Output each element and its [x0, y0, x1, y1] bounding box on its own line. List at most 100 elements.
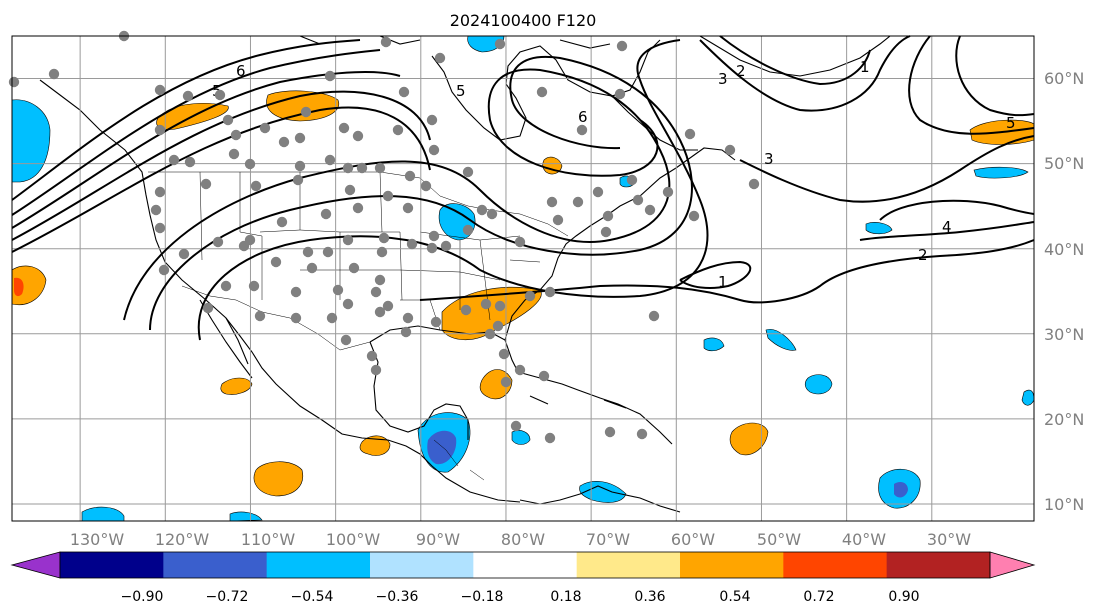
station-marker [430, 316, 442, 328]
colorbar-tick-labels: −0.90 −0.72 −0.54 −0.36 −0.18 0.18 0.36 … [121, 589, 920, 605]
station-marker [476, 204, 488, 216]
contour-line [11, 106, 431, 253]
station-marker [632, 194, 644, 206]
colorbar-extend-low [10, 551, 61, 579]
station-marker [324, 154, 336, 166]
lon-tick-label: 30°W [927, 530, 971, 549]
station-marker [150, 204, 162, 216]
contour-line [879, 199, 1035, 221]
colorbar-segment [576, 552, 681, 578]
station-marker [382, 190, 394, 202]
station-marker [626, 174, 638, 186]
contour-label: 3 [718, 70, 728, 88]
contour-label-group: 1 1 2 2 3 3 4 5 5 5 6 6 [212, 58, 1016, 291]
station-marker [340, 334, 352, 346]
station-marker [366, 350, 378, 362]
station-marker [344, 184, 356, 196]
contour-line [149, 55, 693, 331]
station-marker [300, 106, 312, 118]
station-marker [154, 186, 166, 198]
station-marker [602, 210, 614, 222]
station-marker [154, 84, 166, 96]
station-marker [342, 234, 354, 246]
station-marker [324, 70, 336, 82]
colorbar-tick-label: −0.72 [206, 589, 249, 605]
colorbar-tick-label: 0.90 [888, 589, 919, 605]
strong-positive-core [14, 277, 24, 297]
station-marker [514, 364, 526, 376]
station-marker [259, 122, 271, 134]
station-marker [592, 186, 604, 198]
station-marker [748, 178, 760, 190]
contour-line [11, 71, 401, 229]
station-marker [356, 162, 368, 174]
station-marker [230, 129, 242, 141]
lon-tick-label: 40°W [842, 530, 886, 549]
map-panel: 1 1 2 2 3 3 4 5 5 5 6 6 [8, 30, 1035, 522]
station-marker [636, 428, 648, 440]
lon-tick-label: 100°W [326, 530, 381, 549]
station-marker [500, 376, 512, 388]
colorbar-tick-label: −0.18 [461, 589, 504, 605]
contour-label: 5 [1006, 114, 1016, 132]
colorbar-tick-label: 0.72 [803, 589, 834, 605]
station-marker [440, 240, 452, 252]
station-marker [302, 246, 314, 258]
station-marker [398, 86, 410, 98]
contour-line [739, 135, 1035, 203]
contour-line [11, 90, 431, 241]
station-marker [462, 166, 474, 178]
station-marker [322, 246, 334, 258]
lon-tick-label: 110°W [241, 530, 296, 549]
negative-anomaly-region [765, 329, 797, 351]
station-marker [514, 236, 526, 248]
station-marker [428, 144, 440, 156]
station-marker [342, 298, 354, 310]
station-marker [48, 68, 60, 80]
us-canada-border [148, 171, 569, 237]
station-marker [290, 312, 302, 324]
station-marker [294, 132, 306, 144]
station-marker [278, 136, 290, 148]
station-marker [168, 154, 180, 166]
colorbar [10, 551, 1036, 579]
strong-negative-core [894, 482, 908, 498]
contour-lines [11, 35, 1035, 341]
station-marker [392, 124, 404, 136]
station-marker [404, 170, 416, 182]
station-marker [244, 158, 256, 170]
negative-anomaly-region [81, 506, 125, 522]
station-marker [544, 432, 556, 444]
station-marker [684, 128, 696, 140]
station-marker [382, 300, 394, 312]
station-marker [332, 284, 344, 296]
station-marker [294, 160, 306, 172]
colorbar-tick-label: −0.90 [121, 589, 164, 605]
contour-label: 3 [764, 150, 774, 168]
station-marker [8, 76, 20, 88]
positive-anomaly-region [266, 90, 340, 122]
greenland-coast [699, 35, 891, 77]
station-marker [420, 180, 432, 192]
station-marker [688, 210, 700, 222]
station-marker [600, 226, 612, 238]
station-marker [158, 264, 170, 276]
station-marker [434, 52, 446, 64]
station-marker [572, 196, 584, 208]
colorbar-tick-label: −0.54 [291, 589, 334, 605]
station-marker [374, 162, 386, 174]
colorbar-extend-high [989, 551, 1036, 579]
station-marker [370, 286, 382, 298]
station-marker [406, 238, 418, 250]
station-marker [552, 214, 564, 226]
lon-tick-label: 90°W [416, 530, 460, 549]
station-marker [348, 262, 360, 274]
station-markers [8, 30, 760, 444]
lon-tick-label: 50°W [757, 530, 801, 549]
colorbar-segment [60, 552, 164, 578]
colorbar-segment [886, 552, 991, 578]
negative-anomaly-region [973, 166, 1029, 179]
contour-label: 6 [236, 62, 246, 80]
negative-anomaly-region [703, 337, 725, 352]
